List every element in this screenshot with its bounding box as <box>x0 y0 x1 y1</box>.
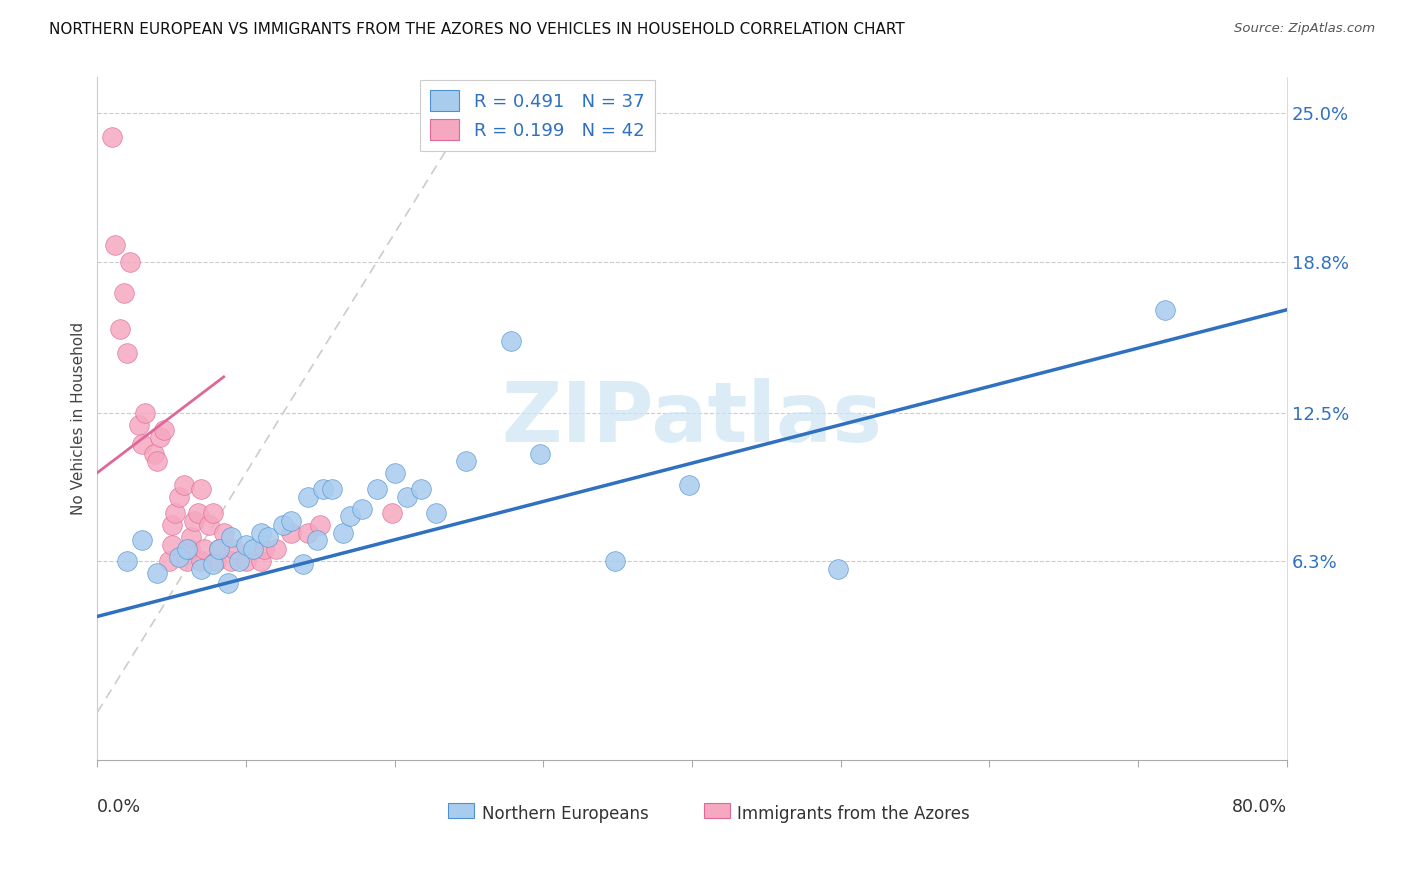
Point <box>131 437 153 451</box>
Point <box>425 507 447 521</box>
Point <box>142 446 165 460</box>
Text: 80.0%: 80.0% <box>1232 797 1286 815</box>
Point <box>208 542 231 557</box>
Point <box>112 286 135 301</box>
Point <box>224 542 246 557</box>
Text: Source: ZipAtlas.com: Source: ZipAtlas.com <box>1234 22 1375 36</box>
Point <box>1153 302 1175 317</box>
FancyBboxPatch shape <box>704 803 730 818</box>
Point <box>339 508 361 523</box>
Point <box>384 466 406 480</box>
Point <box>297 490 319 504</box>
Point <box>250 525 273 540</box>
Point <box>190 561 212 575</box>
Point <box>160 537 183 551</box>
Point <box>603 554 626 568</box>
Point <box>187 507 209 521</box>
Point <box>499 334 522 348</box>
Point <box>173 477 195 491</box>
Point <box>160 518 183 533</box>
Point <box>253 542 276 557</box>
Point <box>115 346 138 360</box>
Point <box>202 557 225 571</box>
Point <box>321 483 343 497</box>
Point <box>176 542 198 557</box>
Point <box>120 255 142 269</box>
Point <box>180 530 202 544</box>
Point <box>350 501 373 516</box>
Text: ZIPatlas: ZIPatlas <box>502 378 883 459</box>
Point <box>235 554 257 568</box>
Point <box>146 453 169 467</box>
Point <box>176 554 198 568</box>
Point <box>366 483 388 497</box>
Point <box>309 518 332 533</box>
Point <box>167 549 190 564</box>
FancyBboxPatch shape <box>449 803 474 818</box>
Point <box>217 575 239 590</box>
Point <box>827 561 849 575</box>
Point <box>312 483 335 497</box>
Point <box>235 537 257 551</box>
Point <box>149 430 172 444</box>
Point <box>190 554 212 568</box>
Point <box>183 514 205 528</box>
Point <box>228 554 250 568</box>
Point <box>291 557 314 571</box>
Point <box>280 525 302 540</box>
Point <box>153 423 176 437</box>
Point <box>307 533 329 547</box>
Point <box>242 542 264 557</box>
Point <box>219 530 242 544</box>
Point <box>264 542 287 557</box>
Point <box>167 490 190 504</box>
Point <box>212 525 235 540</box>
Legend: R = 0.491   N = 37, R = 0.199   N = 42: R = 0.491 N = 37, R = 0.199 N = 42 <box>419 79 655 151</box>
Text: Immigrants from the Azores: Immigrants from the Azores <box>737 805 970 823</box>
Point <box>381 507 404 521</box>
Point <box>257 530 280 544</box>
Point <box>131 533 153 547</box>
Point <box>146 566 169 581</box>
Point <box>219 554 242 568</box>
Y-axis label: No Vehicles in Household: No Vehicles in Household <box>72 322 86 516</box>
Point <box>104 238 127 252</box>
Point <box>678 477 700 491</box>
Point <box>163 507 186 521</box>
Point <box>250 554 273 568</box>
Point <box>454 453 477 467</box>
Point <box>205 554 228 568</box>
Point <box>411 483 433 497</box>
Point <box>529 446 551 460</box>
Point <box>208 542 231 557</box>
Text: NORTHERN EUROPEAN VS IMMIGRANTS FROM THE AZORES NO VEHICLES IN HOUSEHOLD CORRELA: NORTHERN EUROPEAN VS IMMIGRANTS FROM THE… <box>49 22 905 37</box>
Point <box>193 542 215 557</box>
Point <box>332 525 354 540</box>
Point <box>157 554 180 568</box>
Point <box>198 518 221 533</box>
Point <box>271 518 294 533</box>
Point <box>190 483 212 497</box>
Point <box>115 554 138 568</box>
Point <box>395 490 418 504</box>
Point <box>134 406 156 420</box>
Point <box>101 130 124 145</box>
Point <box>128 417 150 432</box>
Text: 0.0%: 0.0% <box>97 797 142 815</box>
Point <box>297 525 319 540</box>
Point <box>108 322 131 336</box>
Point <box>280 514 302 528</box>
Point <box>179 542 201 557</box>
Point <box>202 507 225 521</box>
Text: Northern Europeans: Northern Europeans <box>481 805 648 823</box>
